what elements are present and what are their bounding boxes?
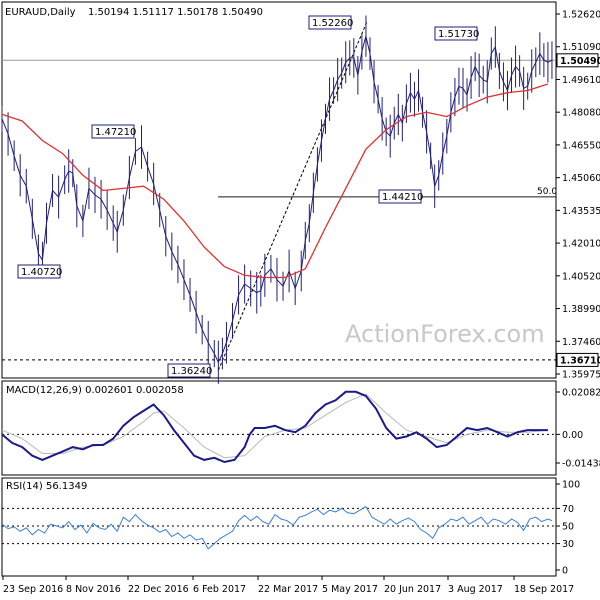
y-tick-label: 1.45060 <box>562 173 600 184</box>
price-annotations: 1.52260 1.51730 1.47210 1.44210 1.40720 1.362… <box>17 15 600 378</box>
price-label-box: 1.52260 <box>308 15 353 30</box>
macd-tick-label: 0.020827 <box>562 388 600 399</box>
rsi-panel: 100 70 50 30 0 <box>1 480 580 577</box>
price-label-text: 1.47210 <box>95 127 136 138</box>
x-tick-label: 6 Feb 2017 <box>193 584 246 595</box>
y-tick-label: 1.43535 <box>562 206 600 217</box>
x-tick-label: 3 Aug 2017 <box>448 584 503 595</box>
y-tick-label: 1.40520 <box>562 271 600 282</box>
price-label-border <box>91 124 135 139</box>
support-level-marker: 1.36710 <box>556 352 600 367</box>
macd-label: MACD(12,26,9) 0.002601 0.002058 <box>6 385 184 396</box>
rsi-tick-label: 100 <box>562 480 580 491</box>
price-label-border <box>434 26 478 41</box>
price-label-border <box>17 264 61 279</box>
y-tick-label: 1.35975 <box>562 370 600 381</box>
y-tick-label: 1.46550 <box>562 140 600 151</box>
price-label-border <box>308 15 352 30</box>
main-panel-frame <box>1 1 557 379</box>
x-tick-label: 20 Jun 2017 <box>384 584 441 595</box>
ohlc-header: 1.50194 1.51117 1.50178 1.50490 <box>88 7 263 18</box>
last-price-box <box>556 53 599 68</box>
chart-title: EURAUD,Daily <box>5 7 76 18</box>
watermark: ActionForex.com <box>345 320 545 348</box>
fib-50-label: 50.0 <box>537 187 557 197</box>
price-label-text: 1.52260 <box>312 18 353 29</box>
price-label-box: 1.44210 <box>378 189 423 204</box>
macd-panel: 0.020827 0.00 -0.014386 <box>1 388 600 470</box>
main-series: 50.0 <box>1 15 557 384</box>
macd-tick-label: 0.00 <box>562 430 583 441</box>
x-tick-label: 22 Dec 2016 <box>128 584 189 595</box>
y-tick-label: 1.52620 <box>562 10 600 21</box>
trendline <box>217 21 368 371</box>
price-label-box: 1.36240 <box>167 363 212 378</box>
y-tick-label: 1.37460 <box>562 337 600 348</box>
x-tick-label: 8 Nov 2016 <box>66 584 121 595</box>
support-level-label: 1.36710 <box>560 355 600 366</box>
price-label-box: 1.51730 <box>434 26 479 41</box>
x-tick-label: 18 Sep 2017 <box>514 584 574 595</box>
y-tick-label: 1.51090 <box>562 42 600 53</box>
last-price-marker: 1.50490 <box>556 53 600 68</box>
price-label-border <box>378 189 422 204</box>
last-price-label: 1.50490 <box>560 56 600 67</box>
x-axis: 23 Sep 2016 8 Nov 2016 22 Dec 2016 6 Feb 20… <box>2 576 574 595</box>
price-label-box: 1.40720 <box>17 264 62 279</box>
price-label-box: 1.47210 <box>91 124 136 139</box>
main-y-axis: 1.52620 1.51090 1.49610 1.48080 1.46550 1.450… <box>556 10 600 381</box>
y-tick-label: 1.38990 <box>562 304 600 315</box>
rsi-tick-label: 50 <box>562 522 574 533</box>
price-label-text: 1.44210 <box>382 192 423 203</box>
price-line <box>1 36 553 364</box>
macd-panel-frame <box>1 380 557 476</box>
x-tick-label: 5 May 2017 <box>322 584 378 595</box>
price-label-text: 1.40720 <box>21 267 62 278</box>
macd-line <box>1 390 548 464</box>
rsi-line <box>1 505 553 550</box>
y-tick-label: 1.48080 <box>562 108 600 119</box>
rsi-panel-frame <box>1 477 557 577</box>
x-tick-label: 22 Mar 2017 <box>258 584 318 595</box>
price-label-text: 1.51730 <box>438 29 479 40</box>
y-tick-label: 1.49610 <box>562 75 600 86</box>
support-level-box <box>556 352 599 367</box>
moving-average-line <box>1 83 549 279</box>
y-tick-label: 1.42010 <box>562 239 600 250</box>
x-tick-label: 23 Sep 2016 <box>3 584 63 595</box>
rsi-label: RSI(14) 56.1349 <box>6 481 87 492</box>
macd-tick-label: -0.014386 <box>562 459 600 470</box>
rsi-tick-label: 70 <box>562 504 574 515</box>
price-label-text: 1.36240 <box>171 366 212 377</box>
rsi-tick-label: 30 <box>562 539 574 550</box>
rsi-tick-label: 0 <box>562 566 568 577</box>
price-label-border <box>167 363 211 378</box>
